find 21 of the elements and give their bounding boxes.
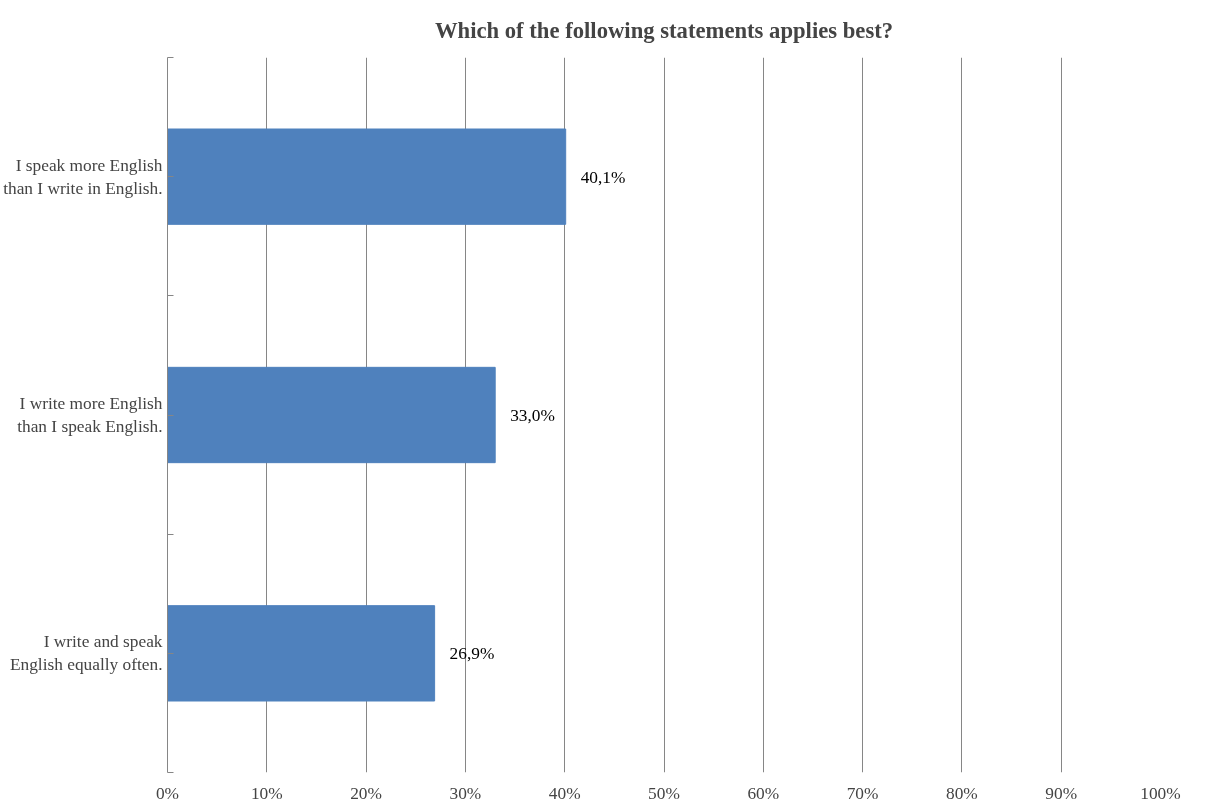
y-tick-label: I write and speak English equally often. xyxy=(9,632,163,675)
data-label: 40,1% xyxy=(580,167,626,187)
chart-title: Which of the following statements applies best? xyxy=(434,17,894,43)
x-tick-label: 30% xyxy=(449,783,482,803)
x-tick-label: 100% xyxy=(1140,783,1181,803)
y-tick-label: I write more English than I speak English. xyxy=(17,394,163,436)
x-tick-label: 80% xyxy=(946,783,978,803)
data-label: 26,9% xyxy=(449,644,495,664)
x-tick-label: 90% xyxy=(1045,783,1078,803)
y-tick-label: I speak more English than I write in English. xyxy=(3,155,163,198)
bar xyxy=(167,366,496,464)
x-tick-label: 60% xyxy=(747,783,780,803)
bar xyxy=(167,128,567,225)
x-tick-label: 50% xyxy=(648,783,680,803)
x-tick-label: 70% xyxy=(846,783,879,803)
x-tick-label: 40% xyxy=(548,783,581,803)
bar xyxy=(167,605,436,702)
x-tick-label: 10% xyxy=(250,783,283,803)
x-tick-label: 20% xyxy=(350,783,382,803)
data-label: 33,0% xyxy=(510,406,555,425)
x-tick-label: 0% xyxy=(155,783,180,803)
